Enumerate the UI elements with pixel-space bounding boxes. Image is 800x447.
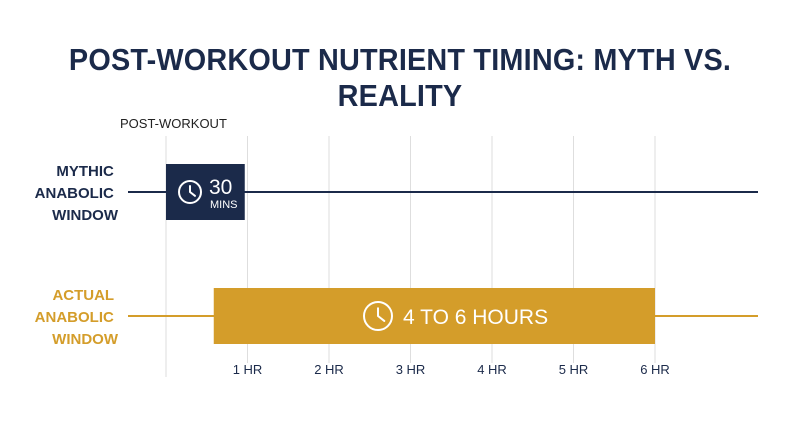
x-axis-ticks: 1 HR 2 HR 3 HR 4 HR 5 HR 6 HR [233,362,670,377]
tick-label: 4 HR [477,362,507,377]
row-label-mythic-line-3: WINDOW [52,207,119,224]
row-label-actual-line-1: ACTUAL [52,287,113,304]
row-label-mythic: MYTHIC ANABOLIC WINDOW [35,163,119,224]
tick-label: 1 HR [233,362,263,377]
bar-actual [213,288,655,344]
tick-label: 3 HR [396,362,426,377]
chart-title: POST-WORKOUT NUTRIENT TIMING: MYTH VS. R… [68,42,732,113]
row-label-actual-line-2: ANABOLIC [35,309,114,326]
bar-unit-mythic: MINS [210,199,238,211]
tick-label: 6 HR [640,362,670,377]
bar-mythic [166,164,245,220]
tick-label: 5 HR [559,362,589,377]
tick-label: 2 HR [314,362,344,377]
row-mythic: MYTHIC ANABOLIC WINDOW 30 MINS [35,163,758,224]
clock-icon [363,301,393,331]
row-label-actual-line-3: WINDOW [52,331,119,348]
bar-value-mythic: 30 [209,176,232,199]
bar-value-actual: 4 TO 6 HOURS [403,306,548,329]
row-label-mythic-line-2: ANABOLIC [35,185,114,202]
row-actual: ACTUAL ANABOLIC WINDOW 4 TO 6 HOURS [35,287,758,348]
clock-icon [178,180,202,204]
row-label-actual: ACTUAL ANABOLIC WINDOW [35,287,119,348]
row-label-mythic-line-1: MYTHIC [56,163,114,180]
post-workout-label: POST-WORKOUT [120,116,227,131]
